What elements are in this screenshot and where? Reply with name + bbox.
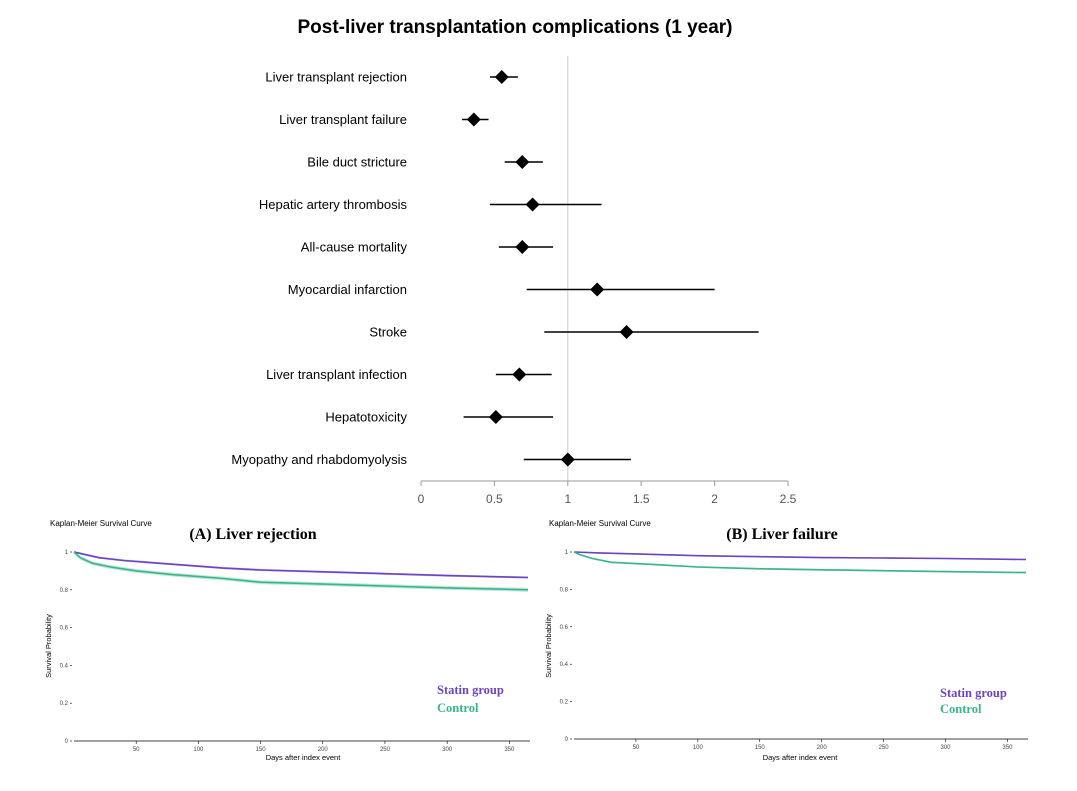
forest-row-label: Liver transplant rejection — [265, 70, 407, 85]
km-b-legend-control: Control — [940, 702, 982, 716]
forest-row-estimate-marker — [590, 282, 605, 297]
km-b-y-label: Survival Probability — [544, 614, 553, 678]
km-x-tick-label: 150 — [755, 745, 766, 751]
km-a-y-label: Survival Probability — [44, 614, 53, 678]
forest-row-label: Bile duct stricture — [307, 155, 407, 170]
km-a-legend-control: Control — [437, 701, 479, 715]
km-x-tick-label: 50 — [133, 747, 140, 753]
km-b-subtitle: Kaplan-Meier Survival Curve — [549, 519, 651, 528]
forest-row-estimate-marker — [512, 367, 527, 382]
forest-x-tick-label: 2.5 — [780, 492, 797, 506]
km-x-tick-label: 300 — [442, 747, 453, 753]
forest-x-tick-label: 0 — [418, 492, 425, 506]
km-b-legend-statin: Statin group — [940, 686, 1007, 700]
km-confidence-band — [74, 550, 528, 579]
km-x-tick-label: 200 — [817, 745, 828, 751]
km-b-title: (B) Liver failure — [726, 526, 837, 543]
km-y-tick-label: 0 — [65, 739, 69, 745]
km-survival-line — [573, 551, 1027, 574]
km-panel-liver-rejection: Kaplan-Meier Survival Curve (A) Liver re… — [44, 519, 530, 762]
forest-row-label: Stroke — [369, 325, 407, 340]
km-panel-liver-failure: Kaplan-Meier Survival Curve (B) Liver fa… — [544, 519, 1028, 762]
km-x-tick-label: 100 — [693, 745, 704, 751]
forest-plot-x-axis: 0 0.5 1 1.5 2 2.5 — [418, 480, 797, 506]
km-y-tick-label: 0.8 — [560, 587, 569, 593]
forest-row-estimate-marker — [515, 240, 530, 254]
km-a-x-label: Days after index event — [266, 753, 342, 762]
km-x-tick-label: 100 — [193, 747, 204, 753]
km-survival-line — [73, 551, 529, 591]
km-y-tick-label: 0.2 — [560, 700, 569, 706]
forest-row-label: Myopathy and rhabdomyolysis — [231, 452, 407, 467]
km-y-tick-label: 0 — [565, 737, 569, 743]
forest-row-label: Myocardial infarction — [288, 282, 407, 297]
km-y-tick-label: 0.6 — [60, 626, 69, 632]
forest-row-label: Hepatic artery thrombosis — [259, 197, 408, 212]
km-a-subtitle: Kaplan-Meier Survival Curve — [50, 519, 152, 528]
forest-plot: Post-liver transplantation complications… — [231, 17, 796, 506]
km-x-tick-label: 300 — [940, 745, 951, 751]
km-x-tick-label: 250 — [380, 747, 391, 753]
km-x-tick-label: 350 — [504, 747, 515, 753]
forest-row-estimate-marker — [488, 410, 503, 424]
forest-row-label: Hepatotoxicity — [325, 410, 407, 425]
km-y-tick-label: 1 — [565, 550, 569, 556]
forest-row-estimate-marker — [466, 112, 481, 127]
km-x-tick-label: 350 — [1002, 745, 1013, 751]
km-a-plot: 50 100 150 200 250 300 350 0 0.2 0.4 0.6 0.8 1 — [60, 550, 530, 753]
km-x-tick-label: 250 — [879, 745, 890, 751]
km-x-tick-label: 50 — [633, 745, 640, 751]
forest-row-estimate-marker — [494, 70, 509, 84]
km-survival-line — [73, 551, 529, 579]
forest-x-tick-label: 0.5 — [486, 492, 503, 506]
km-b-plot: 50 100 150 200 250 300 350 0 0.2 0.4 0.6 0.8 1 — [560, 550, 1028, 751]
km-y-tick-label: 0.8 — [60, 588, 69, 594]
forest-row-estimate-marker — [560, 452, 575, 467]
km-a-legend-statin: Statin group — [437, 683, 504, 697]
forest-row-label: Liver transplant infection — [266, 367, 407, 382]
forest-x-tick-label: 1.5 — [633, 492, 650, 506]
forest-row-estimate-marker — [515, 155, 530, 169]
forest-x-tick-label: 1 — [564, 492, 571, 506]
forest-row-estimate-marker — [619, 325, 634, 339]
forest-row-label: Liver transplant failure — [279, 112, 407, 127]
km-y-tick-label: 0.6 — [560, 625, 569, 631]
km-b-x-label: Days after index event — [763, 753, 839, 762]
km-x-tick-label: 200 — [318, 747, 329, 753]
km-survival-line — [573, 551, 1027, 561]
km-a-title: (A) Liver rejection — [189, 526, 316, 543]
forest-plot-rows: Liver transplant rejection Liver transpla… — [231, 70, 759, 467]
km-y-tick-label: 0.2 — [60, 701, 69, 707]
forest-plot-title: Post-liver transplantation complications… — [298, 17, 733, 38]
km-y-tick-label: 1 — [65, 550, 69, 556]
forest-x-tick-label: 2 — [711, 492, 718, 506]
forest-row-label: All-cause mortality — [301, 240, 408, 255]
km-y-tick-label: 0.4 — [60, 663, 69, 669]
km-x-tick-label: 150 — [256, 747, 267, 753]
forest-row-estimate-marker — [525, 197, 540, 212]
km-y-tick-label: 0.4 — [560, 662, 569, 668]
